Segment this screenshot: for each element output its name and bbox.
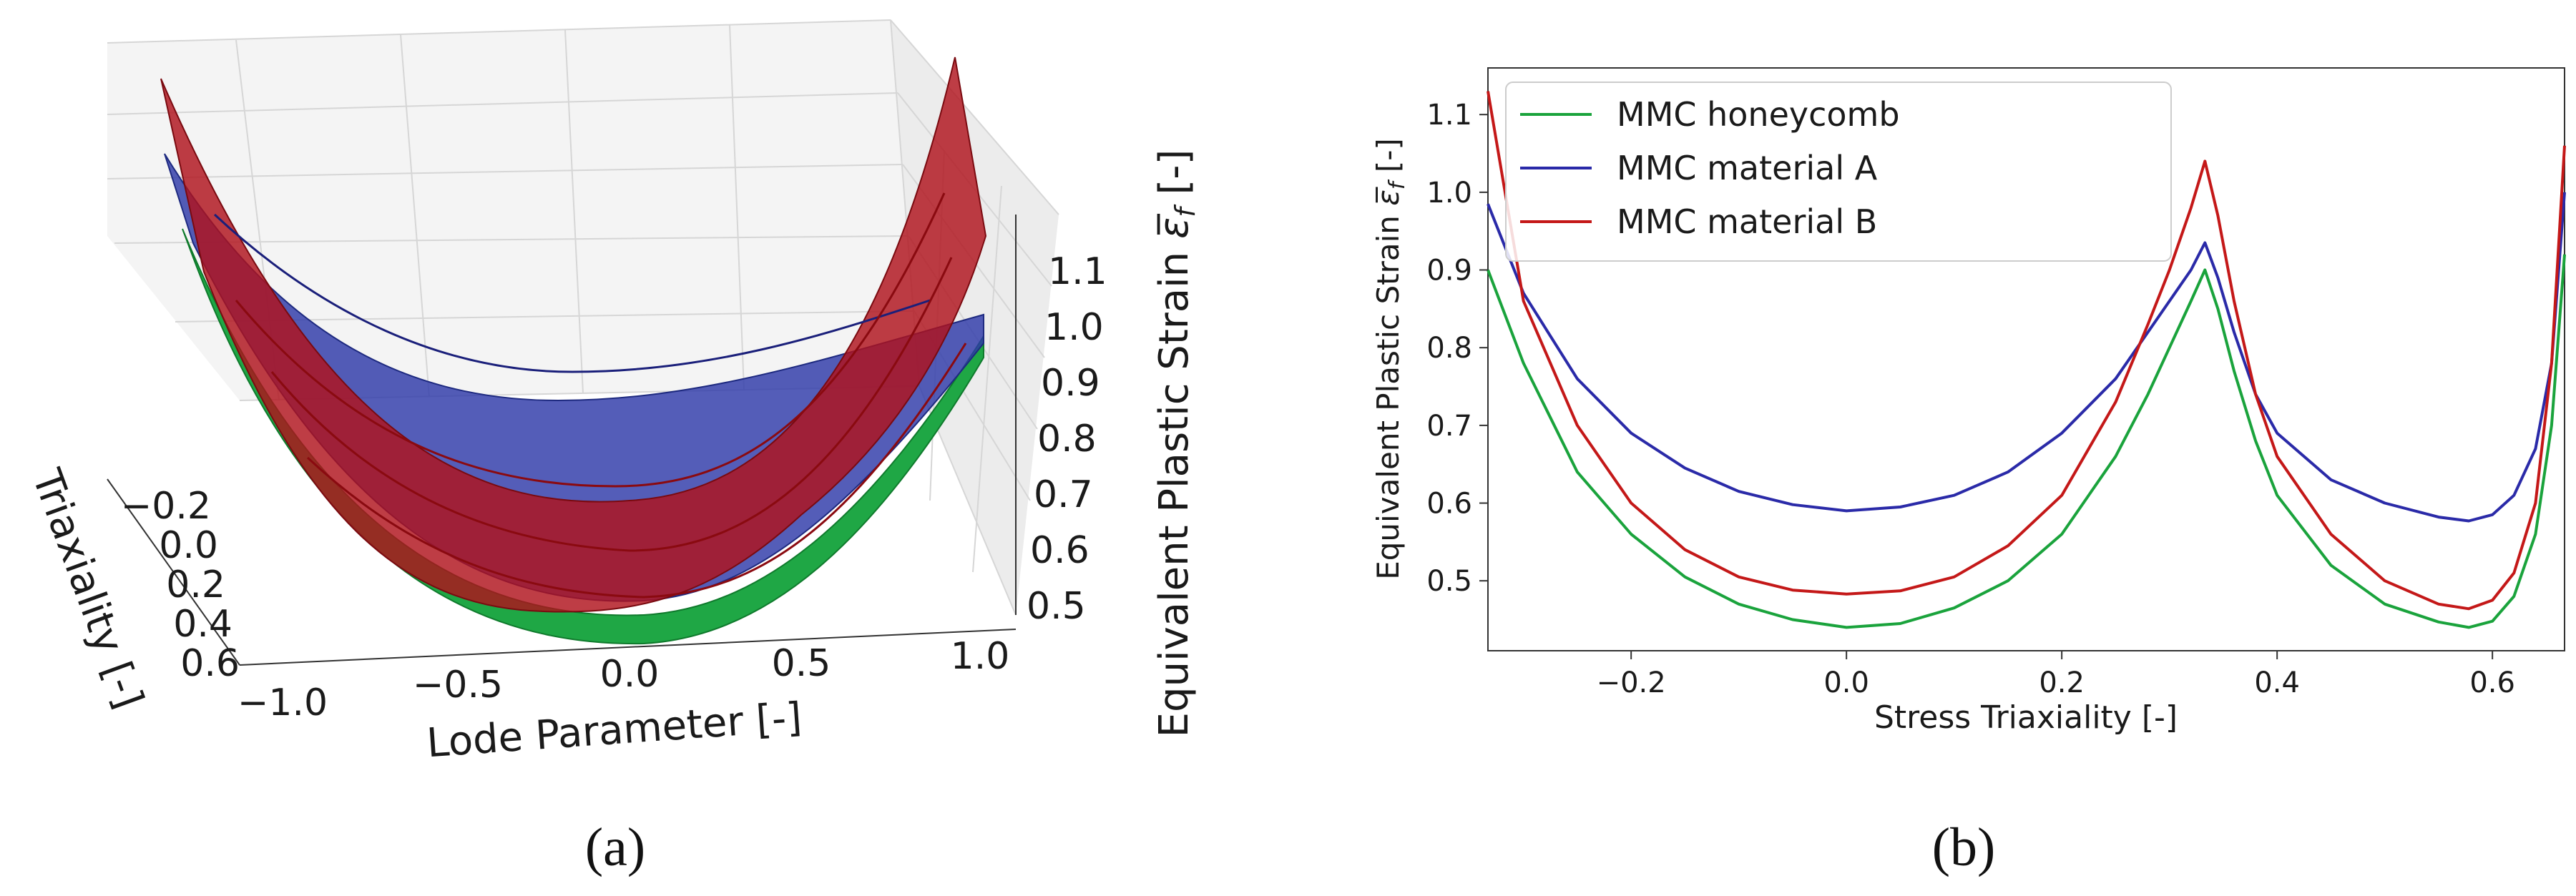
ylabel-tail: [-] (1371, 138, 1406, 182)
legend-label-material-a: MMC material A (1617, 149, 1878, 187)
tick-label: 0.6 (180, 642, 240, 685)
ylabel-main: Equivalent Plastic Strain (1371, 206, 1406, 580)
y-tick-label: 0.8 (1426, 332, 1472, 365)
axes-edges-3d (107, 215, 1017, 666)
tick-label: −1.0 (237, 681, 328, 724)
xlabel-stress-triaxiality: Stress Triaxiality [-] (1874, 699, 2178, 736)
y-tick-label: 0.6 (1426, 488, 1472, 521)
plot-frame (1487, 67, 2565, 651)
zlabel-strain: Equivalent Plastic Strain ε̅f [-] (1151, 149, 1201, 738)
x-ticks: −0.2 0.0 0.2 0.4 0.6 (1597, 651, 2515, 699)
x-tick-label: 0.4 (2254, 666, 2300, 699)
x-tick-label: −0.2 (1597, 666, 1666, 699)
legend-label-honeycomb: MMC honeycomb (1617, 95, 1900, 134)
y-ticks: 0.5 0.6 0.7 0.8 0.9 1.0 1.1 (1426, 99, 1488, 598)
legend-box (1505, 82, 2172, 262)
tick-label: 0.8 (1037, 418, 1097, 461)
y-tick-label: 1.1 (1426, 99, 1472, 132)
surface-plot-3d: −1.0 −0.5 0.0 0.5 1.0 Lode Parameter [-]… (23, 19, 1201, 877)
panel-label-b: (b) (1932, 817, 1996, 877)
x-tick-label: 0.0 (1823, 666, 1869, 699)
tick-label: 0.2 (166, 563, 225, 606)
y-tick-label: 0.7 (1426, 410, 1472, 443)
tick-label: 0.6 (1030, 529, 1089, 572)
tick-label: 0.0 (600, 653, 660, 696)
series-line-mmc-honeycomb (1487, 254, 2566, 629)
zlabel-main: Equivalent Plastic Strain (1151, 239, 1198, 737)
tick-label: 1.1 (1048, 250, 1107, 293)
legend-label-material-b: MMC material B (1617, 202, 1877, 241)
y-ticks-triaxiality: −0.2 0.0 0.2 0.4 0.6 (121, 485, 240, 685)
series-lines (1487, 91, 2566, 629)
surface-curves (213, 192, 967, 599)
zlabel-tail: [-] (1151, 149, 1198, 208)
x-tick-label: 0.6 (2469, 666, 2515, 699)
line-chart: −0.2 0.0 0.2 0.4 0.6 0.5 0.6 0.7 0.8 0.9 1.0 1.1 M… (1371, 67, 2566, 877)
tick-label: 0.5 (772, 642, 831, 685)
back-pane-left (107, 20, 919, 400)
tick-label: 0.9 (1041, 362, 1100, 405)
surface-mmc-material-b (160, 56, 987, 613)
tick-label: 0.0 (159, 524, 218, 567)
series-line-mmc-material-a (1487, 192, 2566, 523)
tick-label: 1.0 (1044, 306, 1104, 349)
tick-label: −0.5 (413, 664, 503, 707)
tick-label: 1.0 (951, 635, 1010, 678)
ylabel-strain: Equivalent Plastic Strain ε̅f [-] (1371, 138, 1410, 580)
y-tick-label: 1.0 (1426, 177, 1472, 210)
tick-label: 0.7 (1034, 473, 1093, 516)
y-tick-label: 0.9 (1426, 255, 1472, 287)
panel-label-a: (a) (585, 817, 645, 877)
z-ticks-strain: 0.5 0.6 0.7 0.8 0.9 1.0 1.1 (1027, 250, 1107, 628)
series-line-mmc-material-b (1487, 91, 2566, 611)
zlabel-symbol: ε̅ (1151, 214, 1198, 239)
tick-label: 0.4 (173, 603, 232, 646)
y-tick-label: 0.5 (1426, 565, 1472, 598)
x-tick-label: 0.2 (2039, 666, 2085, 699)
x-ticks-lode: −1.0 −0.5 0.0 0.5 1.0 (237, 635, 1009, 724)
legend: MMC honeycomb MMC material A MMC materia… (1505, 82, 2172, 262)
ylabel-symbol: ε̅ (1371, 187, 1406, 206)
tick-label: −0.2 (121, 485, 211, 528)
tick-label: 0.5 (1027, 585, 1086, 628)
